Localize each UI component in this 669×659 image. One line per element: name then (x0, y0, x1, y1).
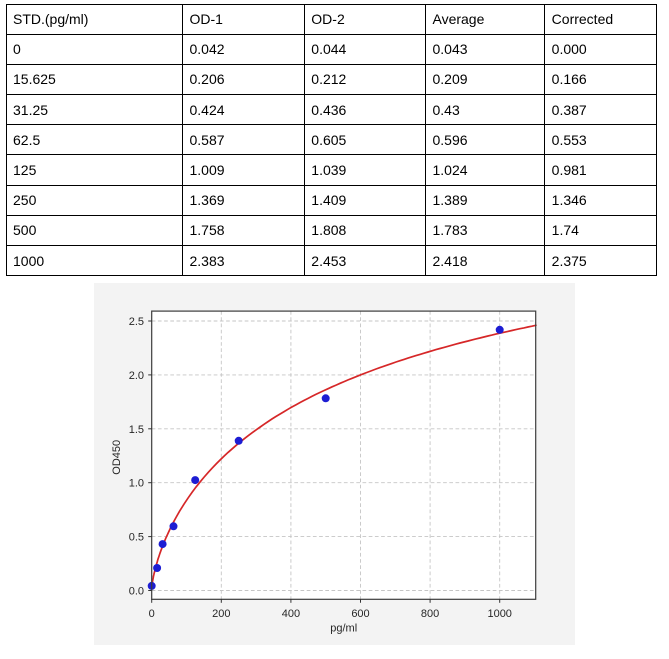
svg-text:200: 200 (212, 608, 230, 620)
svg-text:1.5: 1.5 (128, 423, 143, 435)
svg-text:2.5: 2.5 (128, 316, 143, 328)
svg-text:0.0: 0.0 (128, 585, 143, 597)
svg-text:1000: 1000 (487, 608, 511, 620)
svg-text:2.0: 2.0 (128, 369, 143, 381)
svg-text:1.0: 1.0 (128, 477, 143, 489)
svg-text:pg/ml: pg/ml (330, 622, 357, 634)
svg-text:0: 0 (148, 608, 154, 620)
svg-text:0.5: 0.5 (128, 531, 143, 543)
svg-text:400: 400 (281, 608, 299, 620)
svg-text:OD450: OD450 (111, 439, 123, 474)
svg-text:800: 800 (420, 608, 438, 620)
svg-text:600: 600 (351, 608, 369, 620)
